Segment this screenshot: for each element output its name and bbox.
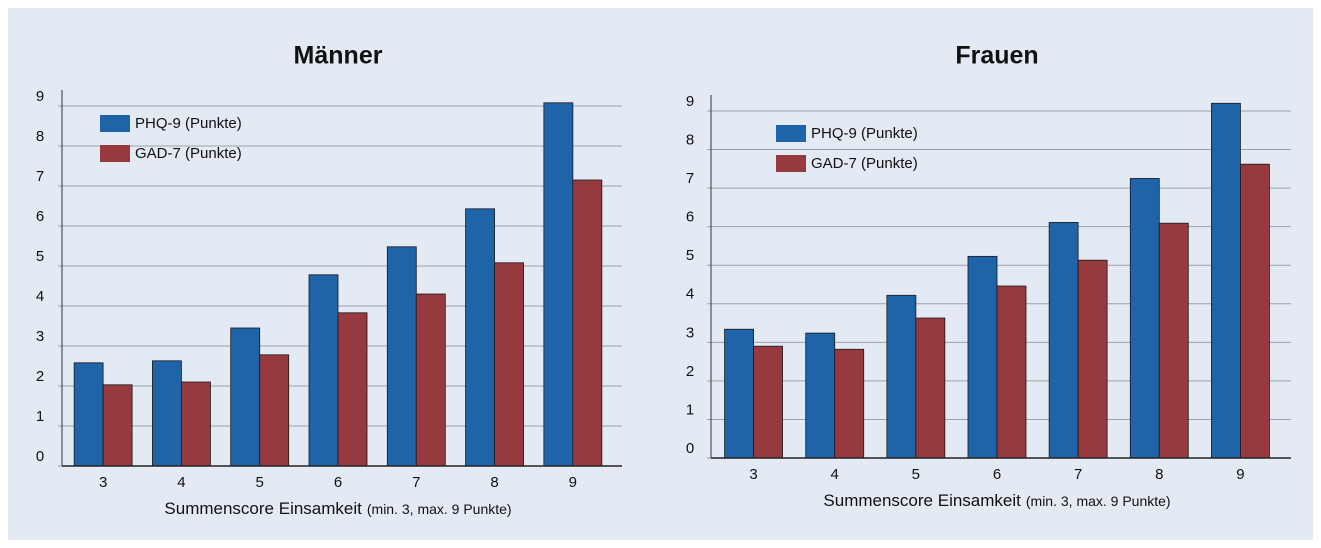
y-tick-label: 2	[686, 363, 694, 380]
y-tick-label: 4	[686, 286, 694, 303]
x-tick-label: 8	[1155, 466, 1163, 483]
y-tick-label: 8	[686, 132, 694, 149]
x-tick-label: 6	[993, 466, 1001, 483]
legend-label: GAD-7 (Punkte)	[811, 155, 918, 172]
bar	[724, 328, 754, 459]
bar	[465, 208, 495, 467]
bar	[230, 327, 261, 467]
y-tick-label: 2	[36, 368, 44, 385]
bar	[1158, 222, 1189, 459]
x-tick-label: 7	[1074, 466, 1082, 483]
chart-title: Männer	[294, 42, 383, 70]
bar	[152, 360, 182, 467]
bar	[886, 294, 917, 459]
y-tick-label: 0	[686, 440, 694, 457]
bar	[337, 312, 368, 467]
bar	[386, 246, 417, 467]
x-axis-label-main: Summenscore Einsamkeit	[823, 491, 1021, 510]
y-tick-label: 5	[686, 247, 694, 264]
y-tick-label: 8	[36, 128, 44, 145]
y-tick-label: 1	[36, 408, 44, 425]
legend-swatch	[100, 115, 130, 132]
bar	[996, 285, 1027, 459]
x-tick-label: 4	[831, 466, 839, 483]
x-axis-label-note: (min. 3, max. 9 Punkte)	[367, 501, 512, 517]
y-tick-label: 4	[36, 288, 44, 305]
chart-title: Frauen	[955, 42, 1038, 70]
bar	[415, 293, 446, 467]
x-tick-label: 4	[177, 474, 185, 491]
y-tick-label: 6	[36, 208, 44, 225]
bar	[967, 255, 998, 459]
x-axis-label-note: (min. 3, max. 9 Punkte)	[1026, 493, 1171, 509]
bar	[181, 381, 211, 467]
y-tick-label: 7	[686, 170, 694, 187]
x-tick-label: 7	[412, 474, 420, 491]
legend-label: PHQ-9 (Punkte)	[135, 115, 242, 132]
x-axis-label: Summenscore Einsamkeit (min. 3, max. 9 Pu…	[164, 499, 511, 518]
x-axis-label: Summenscore Einsamkeit (min. 3, max. 9 Pu…	[823, 491, 1170, 510]
bar	[1240, 163, 1270, 459]
x-axis-label-main: Summenscore Einsamkeit	[164, 499, 362, 518]
legend-swatch	[100, 145, 130, 162]
bar	[1077, 259, 1108, 459]
bar	[1129, 178, 1160, 459]
y-tick-label: 9	[36, 88, 44, 105]
x-tick-label: 3	[99, 474, 107, 491]
bar	[1048, 222, 1079, 459]
y-tick-label: 9	[686, 93, 694, 110]
bar	[572, 179, 603, 467]
x-tick-label: 9	[569, 474, 577, 491]
y-tick-label: 7	[36, 168, 44, 185]
bar	[805, 332, 836, 459]
x-tick-label: 6	[334, 474, 342, 491]
bar	[73, 362, 104, 467]
x-tick-label: 9	[1236, 466, 1244, 483]
x-tick-label: 3	[749, 466, 757, 483]
legend-swatch	[776, 155, 806, 172]
legend-label: PHQ-9 (Punkte)	[811, 125, 918, 142]
bar	[494, 262, 524, 467]
x-tick-label: 5	[256, 474, 264, 491]
bar	[753, 345, 783, 459]
y-tick-label: 3	[36, 328, 44, 345]
legend-swatch	[776, 125, 806, 142]
x-tick-label: 8	[490, 474, 498, 491]
bar	[1211, 102, 1241, 459]
legend-label: GAD-7 (Punkte)	[135, 145, 242, 162]
y-tick-label: 6	[686, 209, 694, 226]
bar	[259, 354, 290, 467]
bar	[834, 348, 865, 459]
bar	[543, 102, 574, 467]
bar	[915, 317, 946, 459]
y-tick-label: 1	[686, 401, 694, 418]
bar	[308, 274, 339, 467]
y-tick-label: 0	[36, 448, 44, 465]
y-tick-label: 3	[686, 324, 694, 341]
x-tick-label: 5	[912, 466, 920, 483]
bar	[102, 384, 133, 467]
y-tick-label: 5	[36, 248, 44, 265]
